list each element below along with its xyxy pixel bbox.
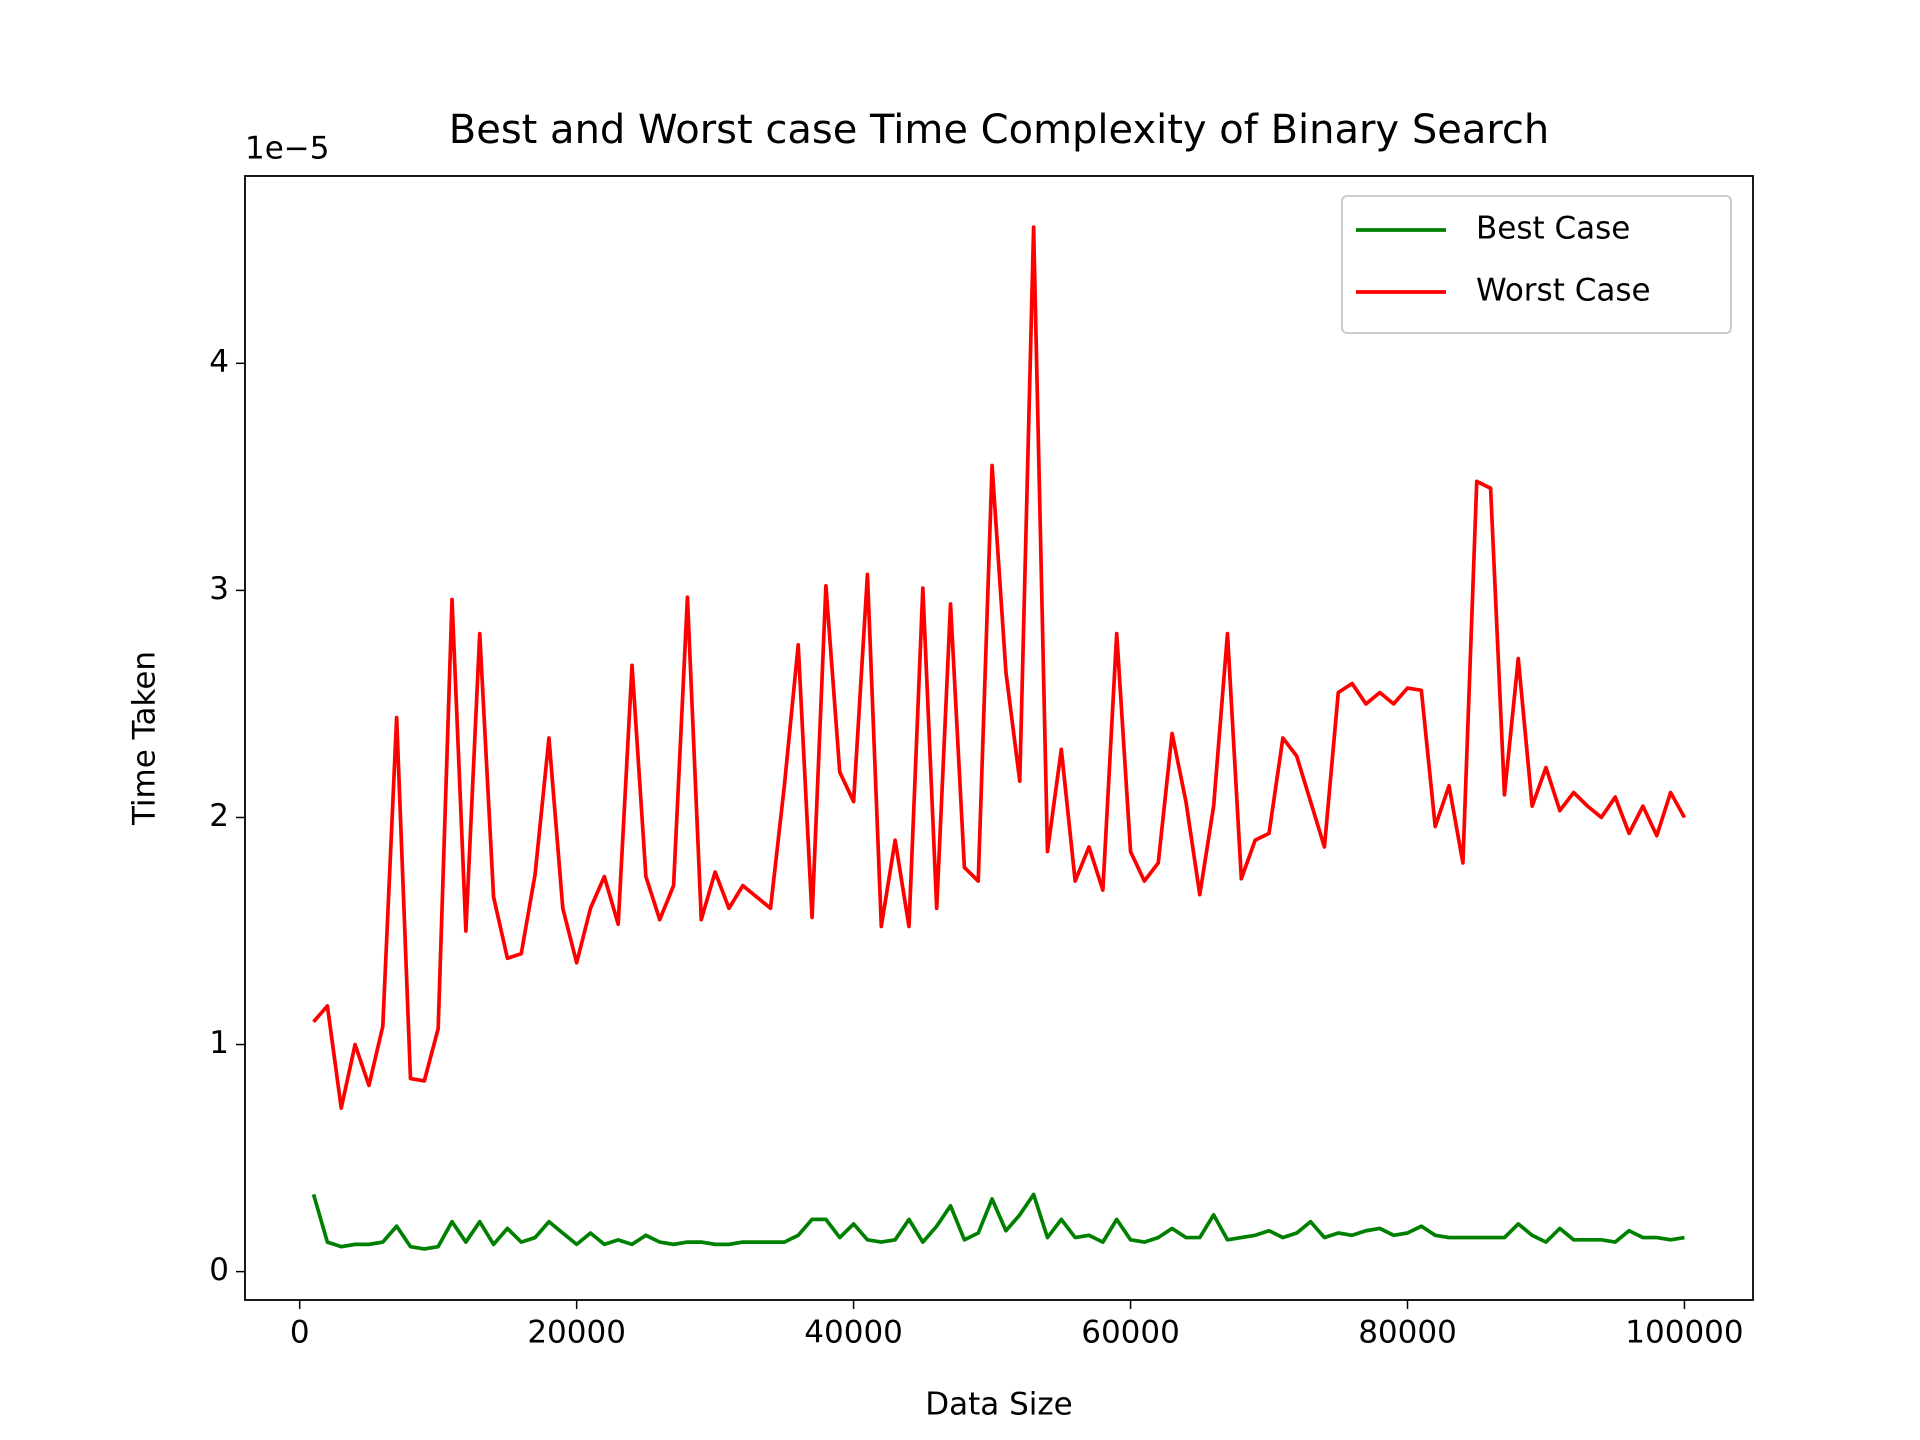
y-tick-label: 2 — [209, 798, 229, 834]
x-tick-label: 20000 — [527, 1315, 626, 1351]
chart-title: Best and Worst case Time Complexity of B… — [449, 107, 1549, 153]
legend-label: Worst Case — [1476, 273, 1651, 309]
x-tick-label: 60000 — [1081, 1315, 1180, 1351]
x-tick-label: 0 — [290, 1315, 310, 1351]
legend-label: Best Case — [1476, 211, 1630, 247]
x-tick-label: 40000 — [804, 1315, 903, 1351]
x-axis-label: Data Size — [925, 1387, 1073, 1423]
x-tick-label: 100000 — [1625, 1315, 1743, 1351]
x-tick-label: 80000 — [1358, 1315, 1457, 1351]
y-tick-label: 3 — [209, 571, 229, 607]
plot-frame — [244, 175, 1754, 1301]
y-axis-label: Time Taken — [127, 651, 163, 826]
series-line — [312, 225, 1687, 1110]
y-tick-label: 4 — [209, 344, 229, 380]
y-offset-label: 1e−5 — [245, 131, 330, 167]
y-tick-label: 0 — [209, 1252, 229, 1288]
y-tick-label: 1 — [209, 1025, 229, 1061]
series-line — [311, 1192, 1685, 1251]
